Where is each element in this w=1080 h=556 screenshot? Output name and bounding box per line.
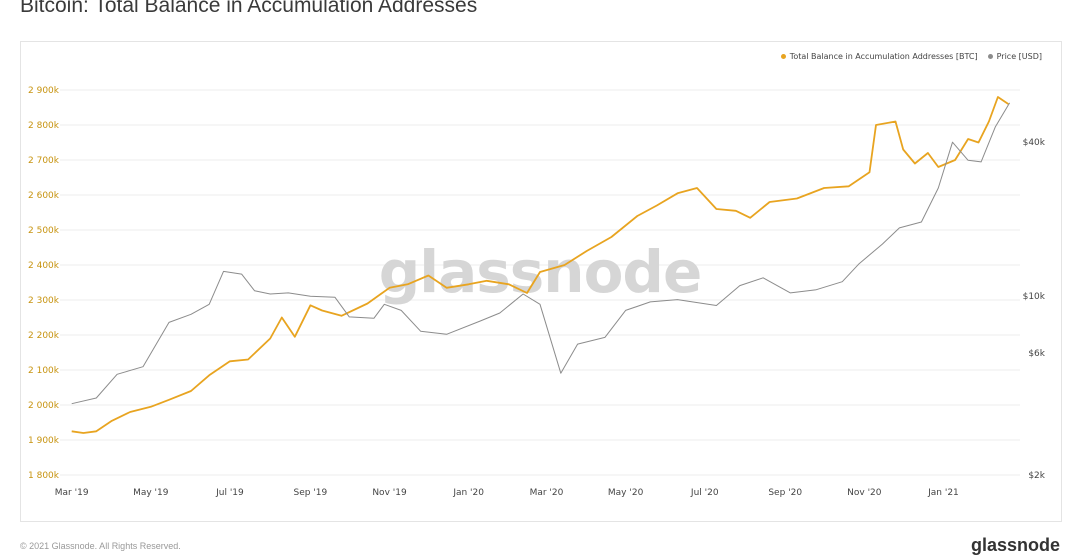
- legend-label-balance: Total Balance in Accumulation Addresses …: [789, 52, 978, 61]
- y-tick-label: 2 500k: [28, 226, 60, 236]
- y-tick-label: 2 900k: [28, 86, 60, 96]
- y-axis-right: $2k $6k $10k $40k: [1023, 138, 1046, 481]
- y-tick-label: 2 700k: [28, 156, 60, 166]
- gridlines: [60, 89, 1020, 476]
- x-tick-label: Jul '20: [690, 488, 719, 498]
- series-group: [71, 96, 1011, 434]
- x-tick-label: Jul '19: [215, 488, 244, 498]
- x-tick-label: Jan '21: [927, 488, 959, 498]
- x-tick-label: May '19: [133, 488, 169, 498]
- chart-title: Bitcoin: Total Balance in Accumulation A…: [20, 0, 478, 17]
- y-tick-label: 2 400k: [28, 261, 60, 271]
- copyright-text: © 2021 Glassnode. All Rights Reserved.: [20, 541, 181, 551]
- legend-dot-balance: [780, 54, 786, 59]
- x-axis: Mar '19 May '19 Jul '19 Sep '19 Nov '19 Jan '…: [55, 488, 959, 498]
- legend-dot-price: [987, 54, 993, 59]
- series-line-price: [71, 102, 1011, 405]
- y-tick-label: 2 600k: [28, 191, 60, 201]
- x-tick-label: Nov '19: [372, 488, 407, 498]
- y2-tick-label: $10k: [1023, 292, 1046, 302]
- y-tick-label: 2 000k: [28, 401, 60, 411]
- brand-logo-text: glassnode: [970, 535, 1060, 555]
- y-axis-left: 1 800k 1 900k 2 000k 2 100k 2 200k 2 300k 2 40…: [28, 86, 60, 481]
- chart-panel: [20, 41, 1062, 522]
- y-tick-label: 2 800k: [28, 121, 60, 131]
- legend-label-price: Price [USD]: [996, 52, 1042, 61]
- x-tick-label: Sep '19: [294, 488, 328, 498]
- x-tick-label: Jan '20: [452, 488, 484, 498]
- x-tick-label: Sep '20: [768, 488, 802, 498]
- y-tick-label: 2 100k: [28, 366, 60, 376]
- x-tick-label: Nov '20: [847, 488, 882, 498]
- x-tick-label: Mar '19: [55, 488, 89, 498]
- x-tick-label: Mar '20: [530, 488, 564, 498]
- x-tick-label: May '20: [608, 488, 644, 498]
- chart-legend: Total Balance in Accumulation Addresses …: [780, 52, 1042, 61]
- series-line-balance: [71, 96, 1009, 434]
- y-tick-label: 1 900k: [28, 436, 60, 446]
- y-tick-label: 2 300k: [28, 296, 60, 306]
- legend-item-balance[interactable]: Total Balance in Accumulation Addresses …: [780, 52, 978, 61]
- y2-tick-label: $40k: [1023, 138, 1046, 148]
- y-tick-label: 1 800k: [28, 471, 60, 481]
- legend-item-price[interactable]: Price [USD]: [987, 52, 1042, 61]
- y2-tick-label: $2k: [1028, 471, 1045, 481]
- y-tick-label: 2 200k: [28, 331, 60, 341]
- y2-tick-label: $6k: [1028, 349, 1045, 359]
